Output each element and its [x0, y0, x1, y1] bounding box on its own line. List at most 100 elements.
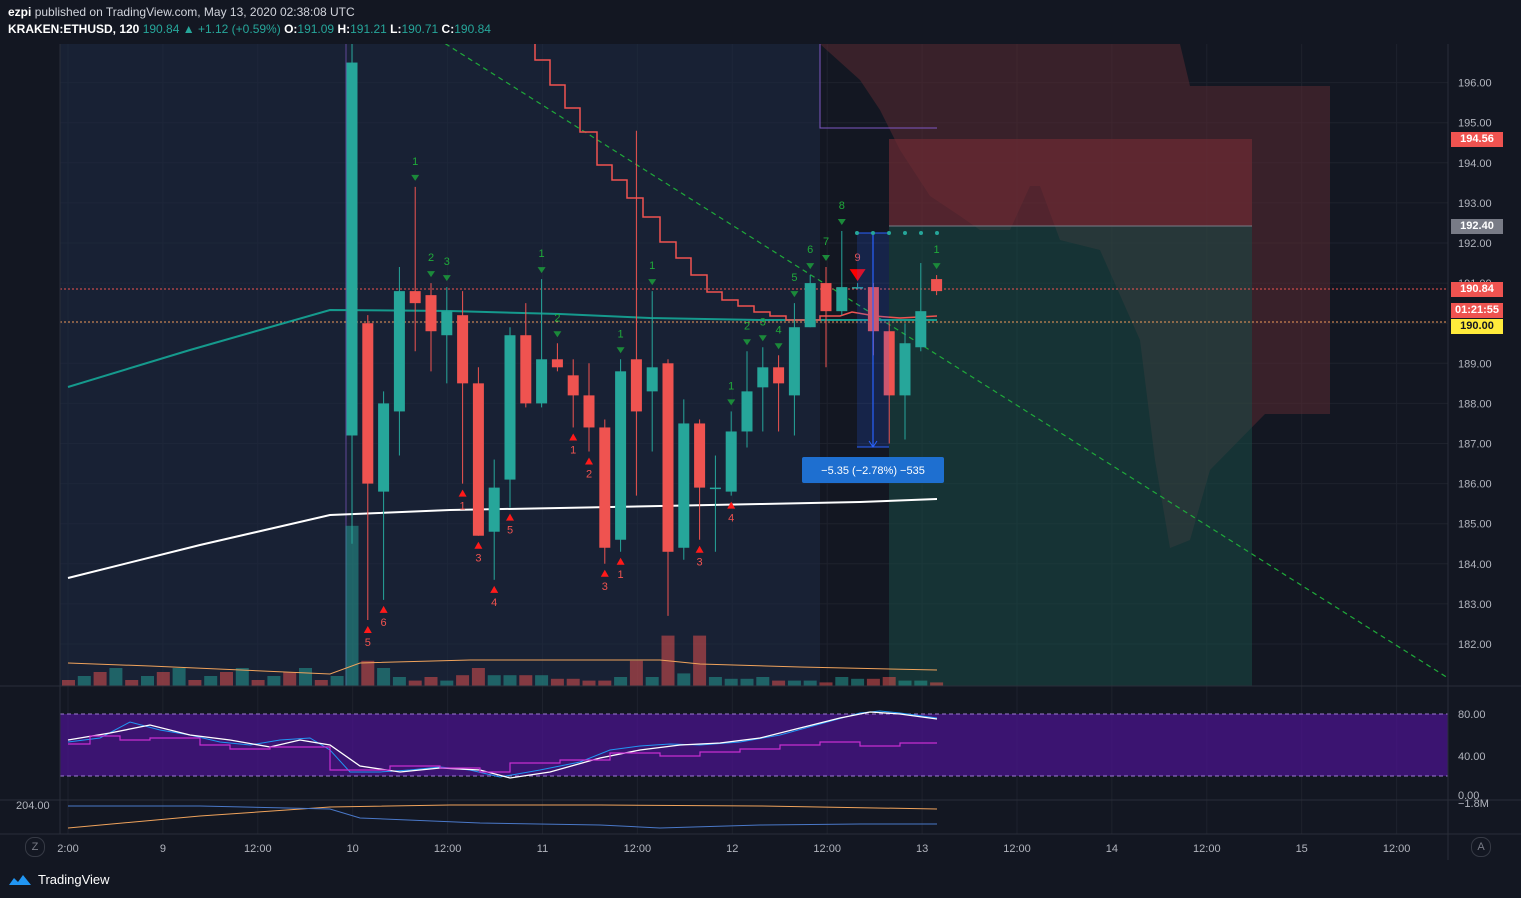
volume-bar — [77, 676, 91, 686]
candle — [773, 355, 785, 432]
rsi-band — [60, 714, 1448, 776]
rsi-tick: 80.00 — [1458, 709, 1486, 721]
volume-bar — [756, 677, 770, 686]
td-buy-setup-marker — [695, 545, 704, 553]
tradingview-logo[interactable]: TradingView — [8, 872, 110, 887]
obv-orange — [67, 804, 938, 829]
ohlc-line: KRAKEN:ETHUSD, 120 190.84 ▲ +1.12 (+0.59… — [8, 22, 491, 36]
candle — [615, 359, 627, 552]
volume-bar — [740, 678, 754, 686]
volume-bar — [204, 676, 218, 686]
volume-bar — [267, 676, 281, 686]
open-value: 191.09 — [297, 22, 335, 36]
td-count-label: 1 — [649, 260, 655, 272]
time-tick: 12:00 — [244, 843, 272, 855]
indicator-tick: −1.8M — [1458, 798, 1489, 810]
volume-ma — [67, 659, 938, 675]
candle — [899, 323, 911, 440]
volume-bar — [361, 660, 375, 686]
stop-price-tag: 194.56 — [1451, 132, 1503, 147]
candle — [551, 343, 563, 372]
td-sell-setup-marker — [849, 269, 866, 282]
time-tick: 10 — [347, 843, 359, 855]
last-price-tag: 190.84 — [1451, 282, 1503, 297]
td-count-label: 2 — [554, 312, 560, 324]
candle — [852, 283, 864, 289]
candle — [504, 327, 516, 508]
tradingview-cloud-icon — [9, 874, 31, 885]
symbol-label[interactable]: KRAKEN:ETHUSD, 120 — [8, 22, 140, 36]
volume-bar — [882, 677, 896, 686]
time-tick: 2:00 — [57, 843, 78, 855]
td-sell-setup-marker — [774, 343, 783, 350]
time-tick: 15 — [1296, 843, 1308, 855]
volume-bar — [598, 680, 612, 686]
td-buy-setup-marker — [490, 585, 499, 593]
volume-bar — [314, 680, 328, 686]
time-tick: 12:00 — [434, 843, 462, 855]
stepped-line — [534, 44, 938, 321]
price-tick: 195.00 — [1458, 118, 1492, 130]
price-tick: 185.00 — [1458, 519, 1492, 531]
candle — [820, 267, 832, 368]
price-axis[interactable]: 182.00 183.00 184.00 185.00 186.00 187.00 188.… — [1458, 78, 1492, 651]
td-sell-setup-marker — [442, 275, 451, 282]
zoom-reset-button[interactable]: Z — [25, 837, 45, 857]
td-sell-setup-marker — [553, 331, 562, 338]
volume-bar — [898, 680, 912, 686]
volume-bar — [787, 680, 801, 686]
td-count-label: 1 — [618, 569, 624, 581]
volume-bar — [503, 675, 517, 686]
td-count-label: 1 — [570, 444, 576, 456]
measure-label-box — [802, 457, 944, 483]
td-buy-setup-marker — [379, 605, 388, 613]
volume-bar — [125, 680, 139, 686]
td-count-label: 6 — [807, 244, 813, 256]
volume-bar — [914, 680, 928, 686]
ma-white — [67, 498, 938, 579]
volume-bar — [93, 672, 107, 686]
volume-bar — [724, 678, 738, 686]
volume-bar — [156, 672, 170, 686]
candle — [536, 279, 548, 408]
volume-bar — [708, 677, 722, 686]
td-sell-setup-marker — [758, 335, 767, 342]
time-tick: 12:00 — [1003, 843, 1031, 855]
volume-bar — [62, 680, 75, 686]
td-buy-setup-marker — [585, 457, 593, 465]
td-count-label: 5 — [791, 272, 797, 284]
rsi-tick: 40.00 — [1458, 751, 1486, 763]
td-buy-setup-marker — [616, 557, 625, 565]
td-count-label: 4 — [776, 324, 782, 336]
candle — [583, 363, 595, 452]
td-count-label: 3 — [760, 316, 766, 328]
candle — [488, 459, 500, 580]
candle — [646, 291, 658, 452]
price-tick: 183.00 — [1458, 599, 1492, 611]
volume-bar — [424, 677, 438, 686]
candle — [520, 303, 532, 408]
td-sell-setup-marker — [743, 339, 751, 346]
td-count-label: 2 — [744, 320, 750, 332]
measure-label: −5.35 (−2.78%) −535 — [821, 465, 925, 477]
td-buy-setup-marker — [458, 489, 467, 497]
auto-scale-button[interactable]: A — [1471, 837, 1491, 857]
trendline — [444, 44, 1448, 679]
publisher-name[interactable]: ezpi — [8, 5, 32, 19]
publish-info: published on TradingView.com, May 13, 20… — [34, 5, 355, 19]
indicator-tick: 0.00 — [1458, 790, 1479, 802]
volume-bar — [251, 680, 265, 686]
time-axis[interactable]: 2:00 9 12:00 10 12:00 11 12:00 12 12:00 13 12:00 14… — [57, 843, 1410, 855]
volume-bar — [220, 672, 233, 686]
time-tick: 13 — [916, 843, 928, 855]
td-count-label: 2 — [428, 252, 434, 264]
volume-bar — [819, 682, 833, 686]
td-count-label: 1 — [728, 380, 734, 392]
td-sell-setup-marker — [822, 255, 830, 262]
td-count-label: 1 — [934, 244, 940, 256]
rsi-stepped — [68, 735, 937, 773]
volume-bar — [677, 673, 691, 686]
last-price: 190.84 — [142, 22, 180, 36]
time-tick: 12 — [726, 843, 738, 855]
